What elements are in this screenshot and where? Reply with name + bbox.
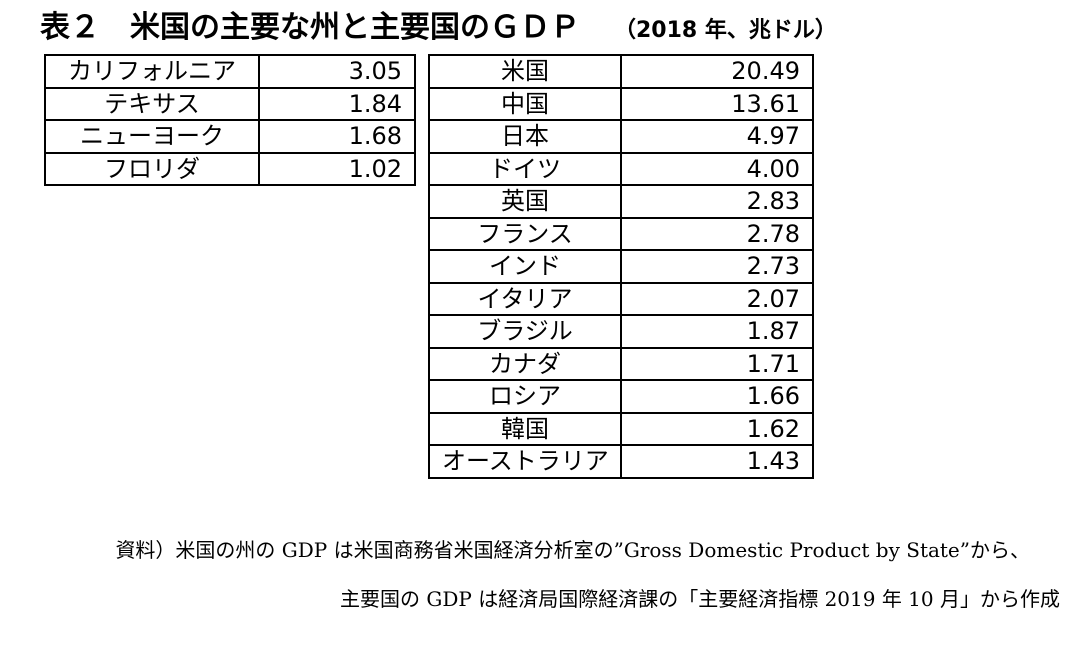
title-unit: （2018 年、兆ドル） xyxy=(614,18,837,43)
us-states-gdp-table: カリフォルニア 3.05 テキサス 1.84 ニューヨーク 1.68 フロリダ … xyxy=(44,54,416,186)
country-name: 日本 xyxy=(428,119,622,154)
country-gdp: 1.66 xyxy=(620,379,814,414)
country-name: インド xyxy=(428,249,622,284)
country-name: ドイツ xyxy=(428,151,622,186)
source-note-line-1: 資料）米国の州の GDP は米国商務省米国経済分析室の”Gross Domest… xyxy=(115,538,1030,562)
country-gdp: 13.61 xyxy=(620,86,814,121)
country-gdp: 1.87 xyxy=(620,314,814,349)
country-gdp: 2.78 xyxy=(620,216,814,251)
country-name: オーストラリア xyxy=(428,444,622,479)
country-gdp: 1.62 xyxy=(620,411,814,446)
state-gdp: 1.84 xyxy=(258,86,416,121)
state-name: フロリダ xyxy=(44,151,260,186)
country-name: 米国 xyxy=(428,54,622,89)
state-name: テキサス xyxy=(44,86,260,121)
state-name: カリフォルニア xyxy=(44,54,260,89)
country-name: 中国 xyxy=(428,86,622,121)
state-gdp: 1.02 xyxy=(258,151,416,186)
table-row: 中国 13.61 xyxy=(428,86,814,121)
country-name: 韓国 xyxy=(428,411,622,446)
table-row: フロリダ 1.02 xyxy=(44,151,416,186)
source-note-line-2: 主要国の GDP は経済局国際経済課の「主要経済指標 2019 年 10 月」か… xyxy=(340,587,1060,611)
table-row: ブラジル 1.87 xyxy=(428,314,814,349)
table-row: インド 2.73 xyxy=(428,249,814,284)
country-gdp: 1.43 xyxy=(620,444,814,479)
country-gdp: 4.97 xyxy=(620,119,814,154)
table-row: カナダ 1.71 xyxy=(428,346,814,381)
table-row: フランス 2.78 xyxy=(428,216,814,251)
table-row: オーストラリア 1.43 xyxy=(428,444,814,479)
table-row: イタリア 2.07 xyxy=(428,281,814,316)
country-gdp: 2.07 xyxy=(620,281,814,316)
state-gdp: 3.05 xyxy=(258,54,416,89)
table-row: カリフォルニア 3.05 xyxy=(44,54,416,89)
country-name: 英国 xyxy=(428,184,622,219)
countries-gdp-table: 米国 20.49 中国 13.61 日本 4.97 ドイツ 4.00 英国 2.… xyxy=(428,54,814,479)
table-row: テキサス 1.84 xyxy=(44,86,416,121)
country-gdp: 20.49 xyxy=(620,54,814,89)
table-row: ドイツ 4.00 xyxy=(428,151,814,186)
table-row: ニューヨーク 1.68 xyxy=(44,119,416,154)
country-gdp: 2.73 xyxy=(620,249,814,284)
table-row: ロシア 1.66 xyxy=(428,379,814,414)
title-main: 表２ 米国の主要な州と主要国のＧＤＰ xyxy=(40,10,580,45)
country-name: イタリア xyxy=(428,281,622,316)
table-row: 日本 4.97 xyxy=(428,119,814,154)
country-name: ブラジル xyxy=(428,314,622,349)
table-row: 韓国 1.62 xyxy=(428,411,814,446)
country-gdp: 1.71 xyxy=(620,346,814,381)
table-row: 米国 20.49 xyxy=(428,54,814,89)
country-gdp: 4.00 xyxy=(620,151,814,186)
country-gdp: 2.83 xyxy=(620,184,814,219)
table-row: 英国 2.83 xyxy=(428,184,814,219)
state-name: ニューヨーク xyxy=(44,119,260,154)
country-name: フランス xyxy=(428,216,622,251)
table-title: 表２ 米国の主要な州と主要国のＧＤＰ （2018 年、兆ドル） xyxy=(40,6,837,54)
country-name: ロシア xyxy=(428,379,622,414)
state-gdp: 1.68 xyxy=(258,119,416,154)
country-name: カナダ xyxy=(428,346,622,381)
